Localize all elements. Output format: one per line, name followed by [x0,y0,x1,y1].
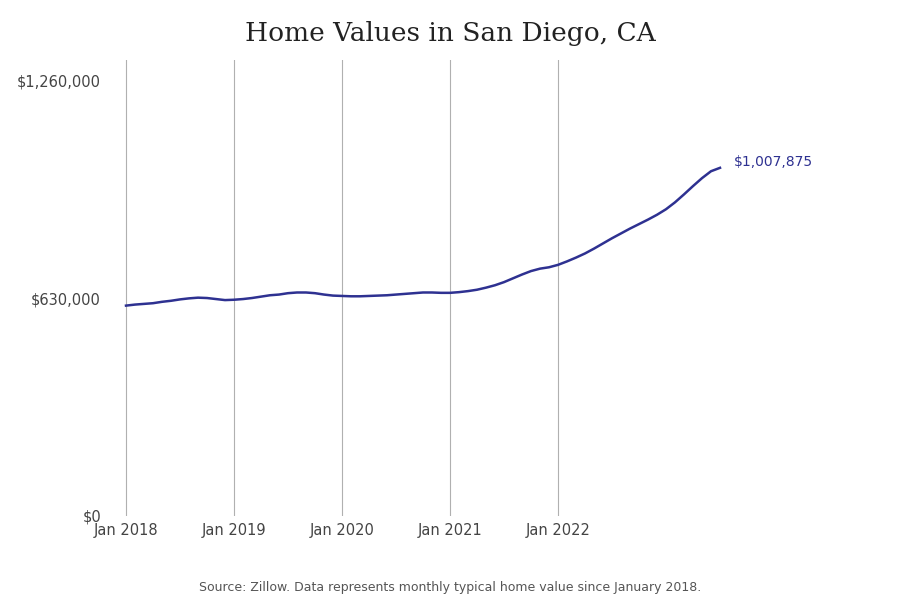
Text: Source: Zillow. Data represents monthly typical home value since January 2018.: Source: Zillow. Data represents monthly … [199,581,701,594]
Title: Home Values in San Diego, CA: Home Values in San Diego, CA [245,20,655,46]
Text: $1,007,875: $1,007,875 [734,155,813,169]
